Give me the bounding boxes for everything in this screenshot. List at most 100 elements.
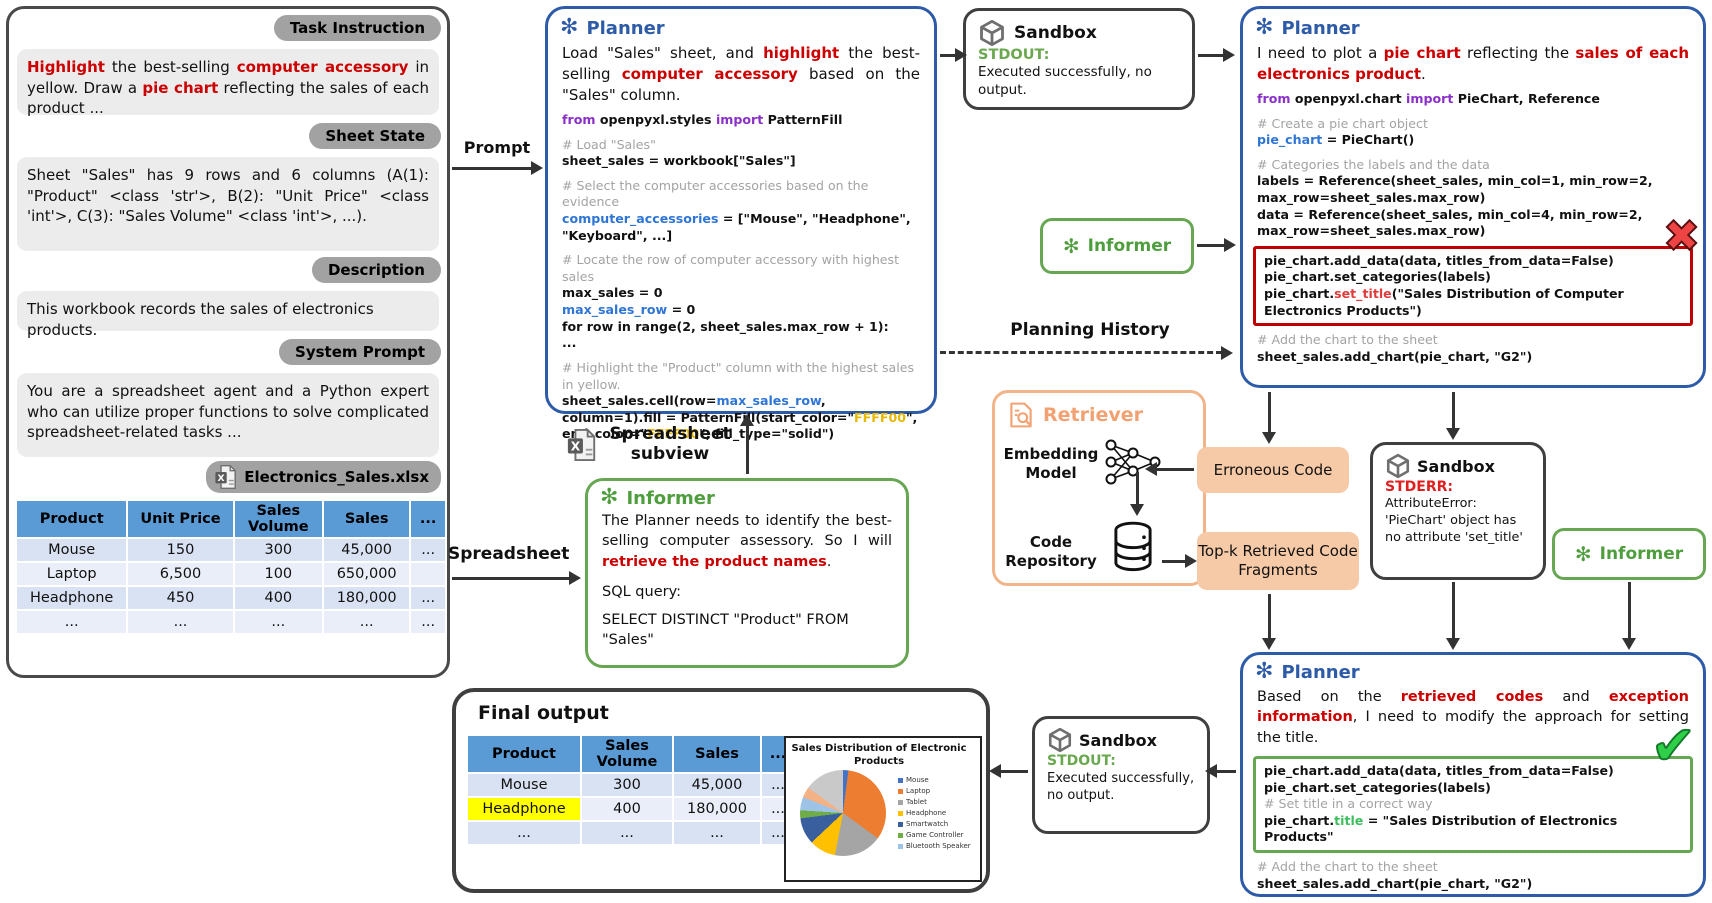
table-cell: Headphone <box>468 798 580 820</box>
informer-mini2-box: ✻ Informer <box>1552 528 1706 580</box>
table-cell: 180,000 <box>323 587 410 609</box>
planner3-intro: Based on the retrieved codes and excepti… <box>1257 689 1690 746</box>
legend-swatch <box>898 810 903 816</box>
final-sheet-table: Product Sales Volume Sales... Mouse 300 45,00… <box>466 734 796 846</box>
table-cell: 400 <box>582 798 672 820</box>
code-repository-label: Code Repository <box>1005 533 1097 570</box>
planner1-code: from openpyxl.styles import PatternFill #… <box>548 108 934 447</box>
system-prompt-badge: System Prompt <box>279 339 441 365</box>
code-line: pie_chart.add_data(data, titles_from_dat… <box>1264 252 1614 268</box>
code-line: pie_chart.set_categories(labels) <box>1264 269 1491 285</box>
file-badge: X Electronics_Sales.xlsx <box>206 461 441 493</box>
arrow-sandbox2-to-planner3 <box>1446 582 1460 650</box>
legend-swatch <box>898 788 903 794</box>
table-cell: ... <box>323 611 410 633</box>
table-cell: ... <box>17 611 127 633</box>
table-cell: ... <box>468 822 580 844</box>
pie-chart <box>800 770 886 856</box>
error-x-icon: ✖ <box>1662 210 1701 262</box>
table-cell: 100 <box>234 563 322 585</box>
planner2-error-code-frame: ✖ pie_chart.add_data(data, titles_from_d… <box>1253 213 1701 327</box>
code-line: for row in range(2, sheet_sales.max_row … <box>562 318 889 334</box>
openai-logo-icon: ✻ <box>560 15 579 40</box>
success-check-icon: ✔ <box>1650 713 1697 777</box>
table-cell: 180,000 <box>674 798 760 820</box>
openai-logo-icon: ✻ <box>1062 234 1080 258</box>
table-cell: ... <box>411 611 445 633</box>
column-header: Unit Price <box>128 501 233 537</box>
table-cell: ... <box>411 587 445 609</box>
description-badge: Description <box>311 257 441 283</box>
code-line: pie_chart.add_data(data, titles_from_dat… <box>1264 762 1614 778</box>
excel-file-icon: X <box>214 464 238 490</box>
table-cell: Mouse <box>468 774 580 796</box>
arrow-planning-history <box>940 346 1233 360</box>
informer-big-title: Informer <box>626 487 715 509</box>
source-sheet-table: Product Unit Price Sales Volume Sales... Mou… <box>15 499 447 635</box>
retriever-box: Retriever Embedding Model Code Repositor… <box>992 390 1206 586</box>
table-cell: 6,500 <box>128 563 233 585</box>
table-cell: 45,000 <box>674 774 760 796</box>
table-row: ............... <box>17 611 445 633</box>
arrow-repository-to-topk <box>1162 554 1197 568</box>
openai-logo-icon: ✻ <box>1255 659 1274 684</box>
code-line <box>1257 108 1689 116</box>
table-cell <box>411 563 445 585</box>
informer-big-box: ✻ Informer The Planner needs to identify… <box>585 478 909 668</box>
code-line: labels = Reference(sheet_sales, min_col=… <box>1257 173 1653 206</box>
legend-item: Mouse <box>898 776 971 784</box>
planner3-code-bottom: # Add the chart to the sheet sheet_sales.… <box>1243 859 1703 896</box>
code-line: # Create a pie chart object <box>1257 115 1428 131</box>
planner1-intro: Load "Sales" sheet, and highlight the be… <box>562 44 921 104</box>
legend-label: Laptop <box>906 787 931 795</box>
table-cell: Headphone <box>17 587 127 609</box>
planner2-code-top: from openpyxl.chart import PieChart, Ref… <box>1243 87 1703 240</box>
description-text: This workbook records the sales of elect… <box>17 291 439 339</box>
table-cell: 650,000 <box>323 563 410 585</box>
legend-swatch <box>898 799 903 805</box>
spreadsheet-subview-label: Spreadsheet subview <box>609 424 731 465</box>
code-line: max_sales = 0 <box>562 285 663 301</box>
code-line: sheet_sales.add_chart(pie_chart, "G2") <box>1257 348 1533 364</box>
column-header: Sales <box>674 736 760 772</box>
planner3-title: Planner <box>1281 661 1360 683</box>
sheet-state-badge: Sheet State <box>309 123 441 149</box>
table-row: Mouse 300 45,000... <box>468 774 794 796</box>
topk-tag: Top-k Retrieved Code Fragments <box>1197 532 1359 590</box>
pie-chart-title: Sales Distribution of Electronic Product… <box>791 743 967 767</box>
legend-swatch <box>898 832 903 838</box>
svg-text:X: X <box>571 440 581 454</box>
code-line: ... <box>562 335 577 351</box>
retriever-title: Retriever <box>1043 404 1144 426</box>
table-cell: 150 <box>128 539 233 561</box>
sandbox2-stderr-label: STDERR: <box>1385 479 1453 495</box>
planner2-code-bottom: # Add the chart to the sheet sheet_sales.… <box>1243 332 1703 369</box>
sandbox1-stdout-label: STDOUT: <box>978 47 1050 63</box>
code-line: sheet_sales.add_chart(pie_chart, "G2") <box>1257 875 1533 891</box>
informer-big-body: The Planner needs to identify the best-s… <box>602 513 892 570</box>
code-line: # Highlight the "Product" column with th… <box>562 359 915 392</box>
task-instruction-badge: Task Instruction <box>273 15 441 41</box>
code-line: from openpyxl.styles import PatternFill <box>562 112 843 127</box>
sql-query-text: SELECT DISTINCT "Product" FROM "Sales" <box>602 612 849 649</box>
retriever-doc-search-icon <box>1007 401 1035 429</box>
table-cell: 400 <box>234 587 322 609</box>
code-line: # Categories the labels and the data <box>1257 156 1490 172</box>
code-line: pie_chart = PieChart() <box>1257 132 1415 148</box>
column-header: Sales Volume <box>582 736 672 772</box>
code-line: sheet_sales.cell(row=max_sales_row, colu… <box>562 393 918 442</box>
planner2-intro: I need to plot a pie chart reflecting th… <box>1257 44 1689 83</box>
table-cell: Mouse <box>17 539 127 561</box>
code-line: # Load "Sales" <box>562 136 656 152</box>
final-output-box: Final output Product Sales Volume Sales...… <box>452 688 990 893</box>
table-cell: 300 <box>234 539 322 561</box>
table-row: Headphone 450 400 180,000... <box>17 587 445 609</box>
sandbox2-stderr-body: AttributeError: 'PieChart' object has no… <box>1385 496 1523 545</box>
sandbox3-stdout-label: STDOUT: <box>1047 753 1116 769</box>
table-cell: ... <box>411 539 445 561</box>
legend-item: Smartwatch <box>898 820 971 828</box>
openai-logo-icon: ✻ <box>1255 15 1274 40</box>
prompt-label: Prompt <box>463 138 531 157</box>
arrow-topk-to-planner3 <box>1262 594 1276 650</box>
